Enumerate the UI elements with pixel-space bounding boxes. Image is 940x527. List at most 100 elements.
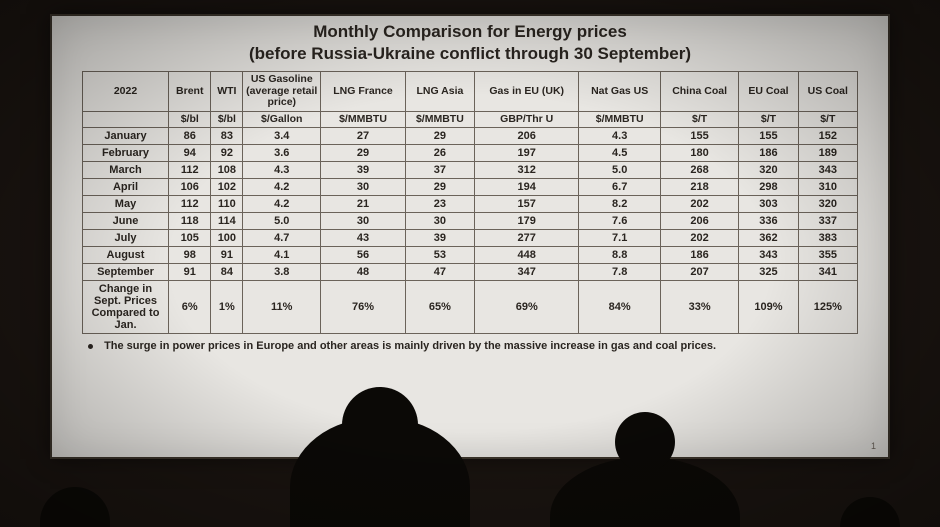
data-cell: 3.6 xyxy=(243,145,321,162)
data-cell: 83 xyxy=(211,128,243,145)
data-cell: 325 xyxy=(739,264,798,281)
data-cell: 29 xyxy=(405,128,474,145)
col-header: Nat Gas US xyxy=(579,72,660,112)
unit-header: $/MMBTU xyxy=(579,111,660,128)
data-cell: 39 xyxy=(405,230,474,247)
row-label: February xyxy=(83,145,169,162)
data-cell: 310 xyxy=(798,179,857,196)
data-cell: 337 xyxy=(798,213,857,230)
data-cell: 5.0 xyxy=(243,213,321,230)
change-cell: 84% xyxy=(579,281,660,334)
row-label: March xyxy=(83,162,169,179)
data-cell: 268 xyxy=(660,162,738,179)
data-cell: 4.3 xyxy=(243,162,321,179)
header-row-names: 2022 Brent WTI US Gasoline (average reta… xyxy=(83,72,858,112)
data-cell: 48 xyxy=(321,264,406,281)
table-row: April1061024.230291946.7218298310 xyxy=(83,179,858,196)
data-cell: 6.7 xyxy=(579,179,660,196)
data-cell: 155 xyxy=(739,128,798,145)
data-cell: 92 xyxy=(211,145,243,162)
data-cell: 118 xyxy=(169,213,211,230)
data-cell: 7.6 xyxy=(579,213,660,230)
data-cell: 98 xyxy=(169,247,211,264)
data-cell: 362 xyxy=(739,230,798,247)
col-header: US Coal xyxy=(798,72,857,112)
row-label: January xyxy=(83,128,169,145)
table-header: 2022 Brent WTI US Gasoline (average reta… xyxy=(83,72,858,128)
col-header: Gas in EU (UK) xyxy=(475,72,579,112)
data-cell: 5.0 xyxy=(579,162,660,179)
row-label: September xyxy=(83,264,169,281)
audience-silhouette xyxy=(615,412,675,472)
data-cell: 383 xyxy=(798,230,857,247)
col-header: Brent xyxy=(169,72,211,112)
col-header: China Coal xyxy=(660,72,738,112)
data-cell: 277 xyxy=(475,230,579,247)
data-cell: 94 xyxy=(169,145,211,162)
data-cell: 91 xyxy=(211,247,243,264)
data-cell: 189 xyxy=(798,145,857,162)
data-cell: 152 xyxy=(798,128,857,145)
unit-blank xyxy=(83,111,169,128)
data-cell: 108 xyxy=(211,162,243,179)
col-header: US Gasoline (average retail price) xyxy=(243,72,321,112)
footnote-text: The surge in power prices in Europe and … xyxy=(104,340,716,352)
data-cell: 4.2 xyxy=(243,179,321,196)
audience-silhouette xyxy=(40,487,110,527)
data-cell: 157 xyxy=(475,196,579,213)
table-row: August98914.156534488.8186343355 xyxy=(83,247,858,264)
col-header: LNG Asia xyxy=(405,72,474,112)
data-cell: 30 xyxy=(405,213,474,230)
data-cell: 39 xyxy=(321,162,406,179)
data-cell: 298 xyxy=(739,179,798,196)
data-cell: 43 xyxy=(321,230,406,247)
data-cell: 347 xyxy=(475,264,579,281)
data-cell: 7.8 xyxy=(579,264,660,281)
bullet-icon xyxy=(88,344,93,349)
change-cell: 69% xyxy=(475,281,579,334)
data-cell: 4.1 xyxy=(243,247,321,264)
unit-header: GBP/Thr U xyxy=(475,111,579,128)
data-cell: 312 xyxy=(475,162,579,179)
unit-header: $/T xyxy=(739,111,798,128)
data-cell: 29 xyxy=(405,179,474,196)
data-cell: 3.4 xyxy=(243,128,321,145)
change-row-label: Change in Sept. Prices Compared to Jan. xyxy=(83,281,169,334)
data-cell: 7.1 xyxy=(579,230,660,247)
data-cell: 448 xyxy=(475,247,579,264)
data-cell: 8.8 xyxy=(579,247,660,264)
table-row: May1121104.221231578.2202303320 xyxy=(83,196,858,213)
table-row: September91843.848473477.8207325341 xyxy=(83,264,858,281)
data-cell: 180 xyxy=(660,145,738,162)
energy-prices-table: 2022 Brent WTI US Gasoline (average reta… xyxy=(82,71,858,334)
data-cell: 114 xyxy=(211,213,243,230)
col-header: LNG France xyxy=(321,72,406,112)
unit-header: $/T xyxy=(660,111,738,128)
data-cell: 112 xyxy=(169,162,211,179)
data-cell: 105 xyxy=(169,230,211,247)
col-header: WTI xyxy=(211,72,243,112)
unit-header: $/Gallon xyxy=(243,111,321,128)
data-cell: 8.2 xyxy=(579,196,660,213)
presentation-slide: Monthly Comparison for Energy prices (be… xyxy=(50,14,890,459)
data-cell: 112 xyxy=(169,196,211,213)
data-cell: 341 xyxy=(798,264,857,281)
data-cell: 4.5 xyxy=(579,145,660,162)
data-cell: 202 xyxy=(660,230,738,247)
unit-header: $/MMBTU xyxy=(321,111,406,128)
data-cell: 53 xyxy=(405,247,474,264)
data-cell: 343 xyxy=(798,162,857,179)
data-cell: 23 xyxy=(405,196,474,213)
data-cell: 4.3 xyxy=(579,128,660,145)
data-cell: 194 xyxy=(475,179,579,196)
audience-silhouette xyxy=(840,497,900,527)
change-cell: 65% xyxy=(405,281,474,334)
data-cell: 30 xyxy=(321,213,406,230)
data-cell: 355 xyxy=(798,247,857,264)
data-cell: 4.2 xyxy=(243,196,321,213)
unit-header: $/bl xyxy=(169,111,211,128)
data-cell: 186 xyxy=(739,145,798,162)
change-cell: 6% xyxy=(169,281,211,334)
data-cell: 110 xyxy=(211,196,243,213)
footnote: The surge in power prices in Europe and … xyxy=(82,340,858,352)
